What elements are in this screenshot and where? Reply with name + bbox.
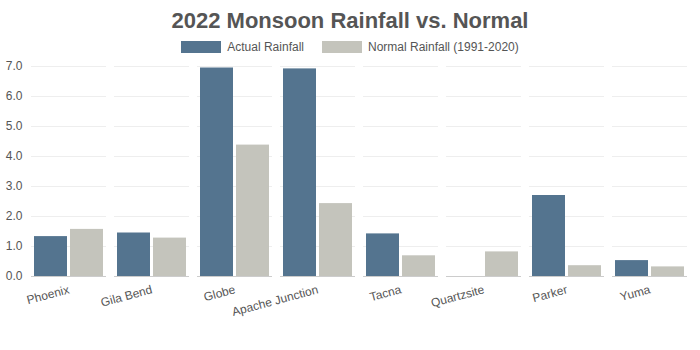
svg-text:Tacna: Tacna — [368, 282, 403, 304]
svg-text:2.0: 2.0 — [6, 209, 23, 223]
html-text:Actual Rainfall: Actual Rainfall — [227, 40, 304, 54]
svg-text:3.0: 3.0 — [6, 179, 23, 193]
svg-text:Yuma: Yuma — [619, 282, 653, 304]
svg-text:Gila Bend: Gila Bend — [99, 282, 154, 309]
svg-text:7.0: 7.0 — [6, 59, 23, 73]
svg-text:Phoenix: Phoenix — [25, 282, 71, 307]
html-text:Normal Rainfall (1991-2020): Normal Rainfall (1991-2020) — [368, 40, 519, 54]
svg-text:1.0: 1.0 — [6, 239, 23, 253]
svg-text:Quartzsite: Quartzsite — [429, 282, 486, 310]
svg-text:Parker: Parker — [531, 282, 569, 305]
svg-text:6.0: 6.0 — [6, 89, 23, 103]
svg-text:4.0: 4.0 — [6, 149, 23, 163]
svg-text:Apache Junction: Apache Junction — [230, 282, 319, 318]
svg-text:5.0: 5.0 — [6, 119, 23, 133]
svg-text:Globe: Globe — [202, 282, 237, 304]
html-text:2022 Monsoon Rainfall vs. Norm: 2022 Monsoon Rainfall vs. Normal — [171, 8, 529, 33]
svg-text:0.0: 0.0 — [6, 269, 23, 283]
